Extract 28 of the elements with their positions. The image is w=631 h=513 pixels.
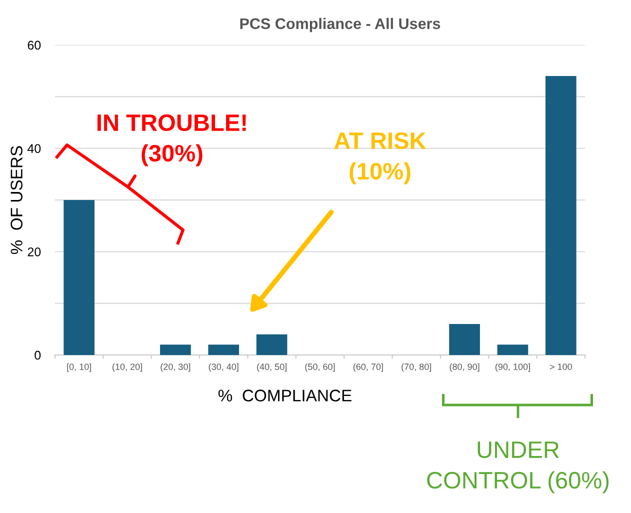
x-tick-label: (60, 70] bbox=[353, 363, 383, 372]
x-tick-label: (80, 90] bbox=[450, 363, 480, 372]
bar bbox=[449, 324, 480, 355]
y-tick-label: 20 bbox=[28, 247, 41, 256]
y-tick-label: 60 bbox=[28, 40, 41, 50]
x-tick-label: (40, 50] bbox=[257, 363, 286, 372]
bar bbox=[256, 334, 288, 355]
x-tick-label: (30, 40] bbox=[208, 363, 238, 372]
annotation: AT RISK (10%) bbox=[334, 132, 426, 184]
chart-title: PCS Compliance - All Users bbox=[240, 18, 440, 32]
x-tick-label: > 100 bbox=[550, 364, 572, 370]
y-tick-label: 0 bbox=[34, 350, 41, 360]
x-tick-label: [0, 10] bbox=[67, 363, 91, 372]
bar bbox=[497, 344, 528, 355]
x-tick-label: (70, 80] bbox=[402, 363, 432, 372]
bar bbox=[64, 200, 95, 355]
x-tick-label: (10, 20] bbox=[112, 363, 142, 372]
bar bbox=[160, 344, 191, 355]
x-tick-label: (20, 30] bbox=[160, 363, 190, 372]
x-tick-label: (90, 100] bbox=[495, 363, 530, 372]
y-axis-title: % OF USERS bbox=[10, 146, 22, 254]
x-tick-label: (50, 60] bbox=[305, 363, 335, 372]
annotation: IN TROUBLE! (30%) bbox=[98, 114, 246, 166]
bar bbox=[545, 76, 576, 355]
bar bbox=[208, 344, 240, 355]
x-axis-title: % COMPLIANCE bbox=[218, 390, 352, 402]
text: UNDER CONTROL (60%) bbox=[427, 442, 609, 494]
y-tick-label: 40 bbox=[27, 144, 41, 153]
